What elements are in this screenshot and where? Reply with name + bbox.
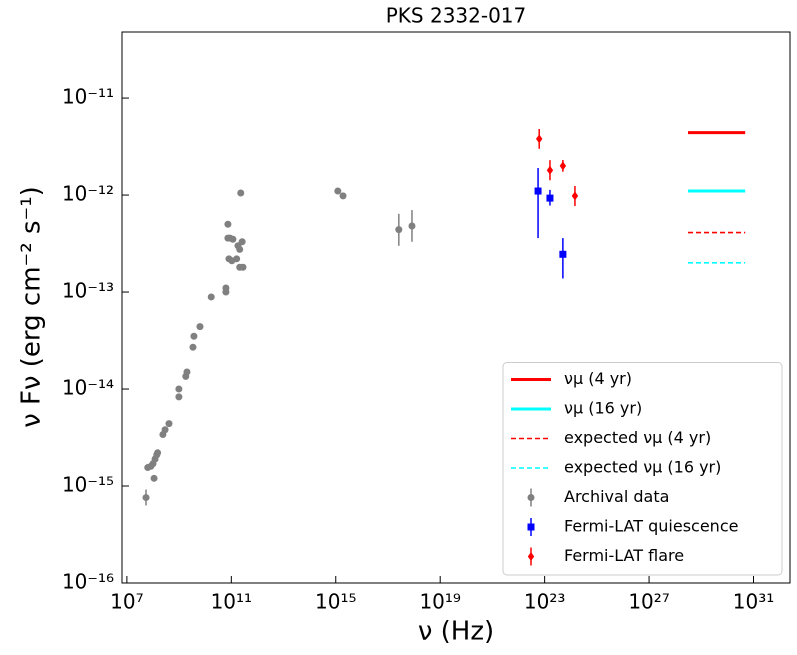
y-tick-label: 10⁻¹⁴ bbox=[62, 376, 114, 400]
marker bbox=[236, 245, 244, 253]
marker bbox=[161, 426, 169, 434]
legend-label: Fermi-LAT quiescence bbox=[564, 517, 738, 536]
chart-title: PKS 2332-017 bbox=[386, 4, 527, 28]
marker bbox=[395, 226, 403, 234]
marker bbox=[559, 161, 567, 171]
legend-label: Fermi-LAT flare bbox=[564, 546, 684, 565]
x-tick-label: 10¹⁹ bbox=[419, 590, 460, 614]
marker bbox=[229, 235, 237, 243]
marker bbox=[224, 220, 232, 228]
x-tick-label: 10¹¹ bbox=[211, 590, 252, 614]
marker bbox=[237, 189, 245, 197]
marker bbox=[534, 187, 542, 195]
marker bbox=[339, 192, 347, 200]
marker bbox=[222, 284, 230, 292]
marker bbox=[190, 332, 198, 340]
x-tick-label: 10¹⁵ bbox=[315, 590, 356, 614]
marker bbox=[150, 474, 158, 482]
y-tick-label: 10⁻¹² bbox=[62, 182, 114, 206]
marker bbox=[175, 393, 183, 401]
marker bbox=[175, 385, 183, 393]
y-tick-label: 10⁻¹¹ bbox=[62, 85, 114, 109]
legend-label: Archival data bbox=[564, 487, 669, 506]
legend-label: νμ (4 yr) bbox=[564, 369, 632, 388]
marker bbox=[196, 323, 204, 331]
legend-label: expected νμ (4 yr) bbox=[564, 428, 711, 447]
marker bbox=[238, 238, 246, 246]
x-tick-label: 10⁷ bbox=[110, 590, 143, 614]
marker bbox=[546, 194, 554, 202]
x-tick-label: 10²³ bbox=[524, 590, 565, 614]
marker bbox=[233, 255, 241, 263]
x-tick-label: 10³¹ bbox=[733, 590, 774, 614]
marker bbox=[239, 263, 247, 271]
marker bbox=[142, 494, 150, 502]
marker bbox=[546, 165, 554, 175]
y-tick-label: 10⁻¹⁵ bbox=[62, 473, 114, 497]
y-tick-label: 10⁻¹⁶ bbox=[62, 570, 114, 594]
marker bbox=[559, 250, 567, 258]
plot-frame bbox=[121, 31, 791, 584]
marker bbox=[571, 191, 579, 201]
marker bbox=[408, 222, 416, 230]
marker bbox=[154, 449, 162, 457]
y-axis-label: ν Fν (erg cm⁻² s⁻¹) bbox=[17, 186, 47, 428]
marker bbox=[334, 187, 342, 195]
marker bbox=[189, 343, 197, 351]
marker bbox=[527, 552, 535, 561]
marker bbox=[207, 293, 215, 301]
legend: νμ (4 yr) νμ (16 yr) expected νμ (4 yr) exp… bbox=[502, 362, 783, 576]
legend-box bbox=[502, 362, 783, 576]
legend-label: expected νμ (16 yr) bbox=[564, 458, 721, 477]
legend-label: νμ (16 yr) bbox=[564, 399, 642, 418]
marker bbox=[536, 134, 543, 144]
marker bbox=[527, 523, 535, 531]
marker bbox=[183, 368, 191, 376]
marker bbox=[527, 494, 535, 501]
y-tick-label: 10⁻¹³ bbox=[62, 279, 114, 303]
x-tick-label: 10²⁷ bbox=[628, 590, 669, 614]
x-axis-label: ν (Hz) bbox=[418, 617, 494, 647]
marker bbox=[165, 420, 173, 428]
